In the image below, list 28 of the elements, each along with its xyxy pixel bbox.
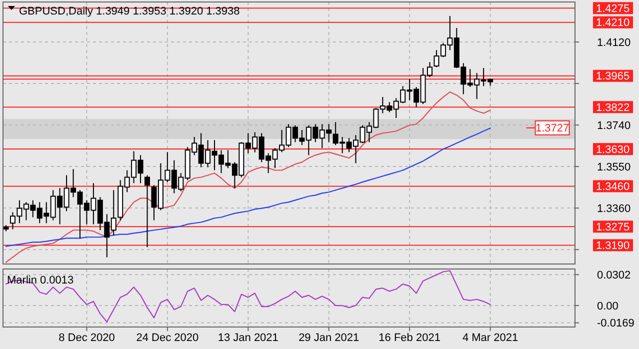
y-tick-label: 0.00: [597, 300, 618, 312]
x-tick-label: 16 Feb 2021: [378, 332, 440, 344]
candlestick: [144, 174, 150, 248]
annotation: 1.3727: [535, 122, 570, 135]
ref-line-label: 1.3460: [596, 181, 630, 194]
ref-line-label: 1.3190: [596, 240, 630, 252]
line-series: [5, 270, 491, 322]
x-tick-label: 24 Dec 2020: [136, 332, 199, 344]
candlestick: [3, 224, 9, 232]
y-tick-label: 1.3360: [597, 202, 631, 215]
y-tick-label: 1.3740: [597, 120, 631, 132]
y-tick-label: 0.0302: [597, 269, 631, 282]
line-series: [5, 91, 491, 263]
x-tick-label: 29 Jan 2021: [298, 332, 360, 344]
ref-line-label: 1.3965: [596, 70, 630, 83]
chart-title: GBPUSD,Daily 1.3949 1.3953 1.3920 1.3938: [19, 5, 240, 18]
x-tick-label: 13 Jan 2021: [218, 332, 278, 344]
ref-line-label: 1.3822: [596, 102, 630, 114]
y-tick-label: 1.4120: [597, 36, 631, 49]
x-tick-label: 8 Dec 2020: [58, 332, 115, 344]
line-series: [5, 128, 491, 247]
ref-line-label: 1.4210: [596, 17, 630, 30]
x-tick-label: 4 Mar 2021: [462, 332, 518, 344]
y-tick-label: 1.3550: [597, 161, 631, 174]
ref-line-label: 1.3630: [596, 144, 630, 156]
ref-line-label: 1.4275: [596, 2, 630, 15]
y-tick-label: -0.0169: [597, 318, 634, 330]
ref-line-label: 1.3275: [596, 221, 630, 234]
